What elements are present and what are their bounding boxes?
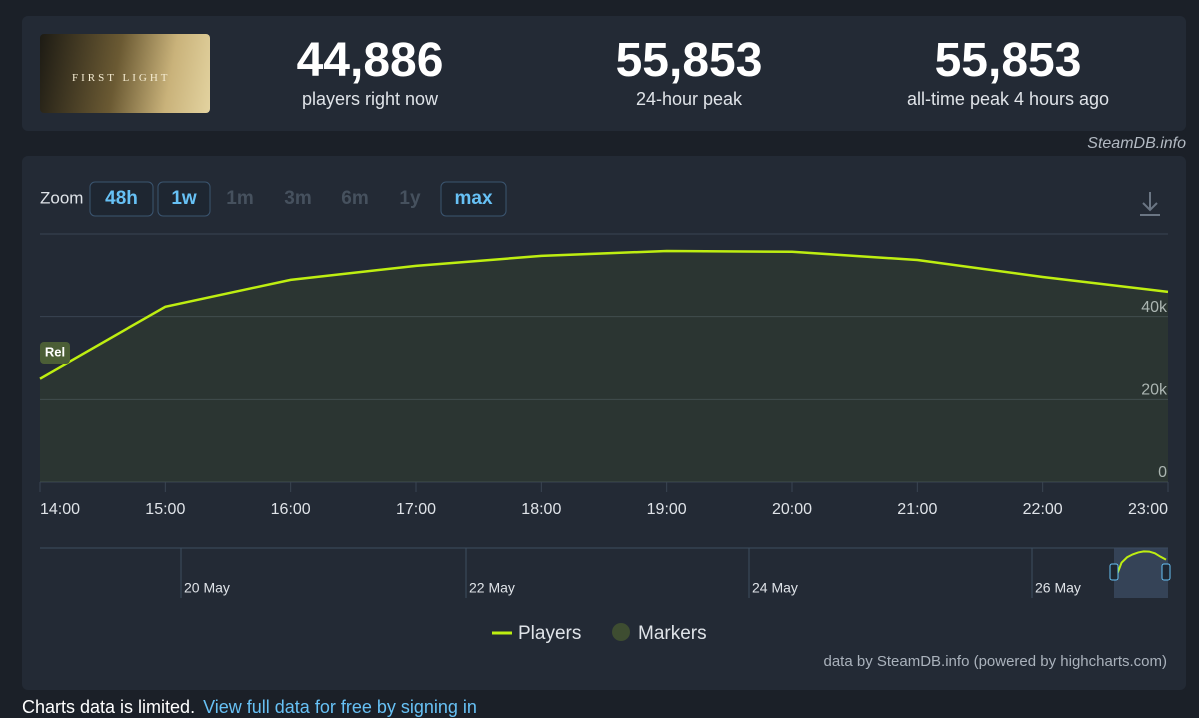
zoom-button-label: 3m <box>284 188 311 209</box>
navigator-label: 22 May <box>469 580 515 596</box>
zoom-button[interactable] <box>440 181 507 217</box>
zoom-button-label[interactable]: 48h <box>105 188 138 209</box>
credits[interactable]: data by SteamDB.info (powered by highcha… <box>824 653 1168 670</box>
legend-label[interactable]: Markers <box>638 623 707 644</box>
x-tick-label: 16:00 <box>271 501 311 518</box>
area <box>40 250 1168 482</box>
stat-label: all-time peak 4 hours ago <box>906 89 1110 109</box>
zoom-button[interactable] <box>157 181 211 217</box>
legend-label[interactable]: Players <box>518 623 581 644</box>
game-image[interactable]: FIRST LIGHT <box>40 34 210 113</box>
stat: 55,853 all-time peak 4 hours ago <box>858 34 1158 110</box>
stat: 44,886 players right now <box>220 34 520 110</box>
zoom-button-label[interactable]: 1w <box>171 188 197 209</box>
zoom-button-label: 1y <box>399 188 421 209</box>
legend-dot[interactable] <box>612 623 630 641</box>
image-text: FIRST LIGHT <box>72 72 171 84</box>
navigator-label: 24 May <box>752 580 798 596</box>
annotation-box <box>40 342 70 364</box>
zoom-button[interactable] <box>89 181 154 217</box>
attribution[interactable]: SteamDB.info <box>1087 135 1186 152</box>
zoom-button-label[interactable]: max <box>454 188 492 209</box>
navigator-handle[interactable] <box>1161 563 1171 581</box>
notice-link[interactable]: View full data for free by signing in <box>203 697 477 717</box>
zoom-button-label: 6m <box>341 188 368 209</box>
navigator-handle[interactable] <box>1109 563 1119 581</box>
x-tick-label: 18:00 <box>521 501 561 518</box>
y-tick-label: 40k <box>1141 299 1168 316</box>
x-tick-label: 14:00 <box>40 501 80 518</box>
navigator-label: 26 May <box>1035 580 1081 596</box>
x-tick-label: 17:00 <box>396 501 436 518</box>
x-tick-label: 15:00 <box>145 501 185 518</box>
stat-value: 55,853 <box>934 34 1082 87</box>
stat-value: 55,853 <box>615 34 763 87</box>
header-panel <box>22 16 1186 131</box>
stat-label: players right now <box>301 89 439 109</box>
stat-label: 24-hour peak <box>635 89 743 109</box>
zoom-button-label: 1m <box>226 188 253 209</box>
notice: Charts data is limited. View full data fo… <box>22 697 477 718</box>
notice-text: Charts data is limited. <box>22 697 196 717</box>
x-tick-label: 21:00 <box>897 501 937 518</box>
stat: 55,853 24-hour peak <box>539 34 839 110</box>
x-tick-label: 20:00 <box>772 501 812 518</box>
download-icon[interactable] <box>1140 192 1160 216</box>
annotation: Rel <box>45 344 65 359</box>
navigator-label: 20 May <box>184 580 230 596</box>
chart-panel <box>22 156 1186 690</box>
line <box>39 249 1169 380</box>
x-tick-label: 23:00 <box>1128 501 1168 518</box>
stat-value: 44,886 <box>296 34 444 87</box>
y-tick-label: 20k <box>1141 382 1168 399</box>
zoom-label: Zoom <box>40 188 83 207</box>
x-tick-label: 19:00 <box>647 501 687 518</box>
x-tick-label: 22:00 <box>1023 501 1063 518</box>
navigator-line <box>1115 550 1167 578</box>
y-tick-label: 0 <box>1158 464 1167 481</box>
